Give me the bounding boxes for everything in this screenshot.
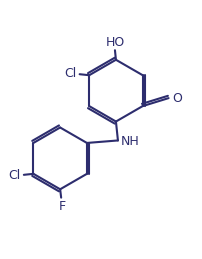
Text: Cl: Cl bbox=[64, 67, 76, 80]
Text: F: F bbox=[59, 200, 66, 213]
Text: NH: NH bbox=[121, 135, 140, 148]
Text: Cl: Cl bbox=[8, 169, 20, 182]
Text: O: O bbox=[172, 92, 182, 105]
Text: HO: HO bbox=[105, 36, 125, 49]
